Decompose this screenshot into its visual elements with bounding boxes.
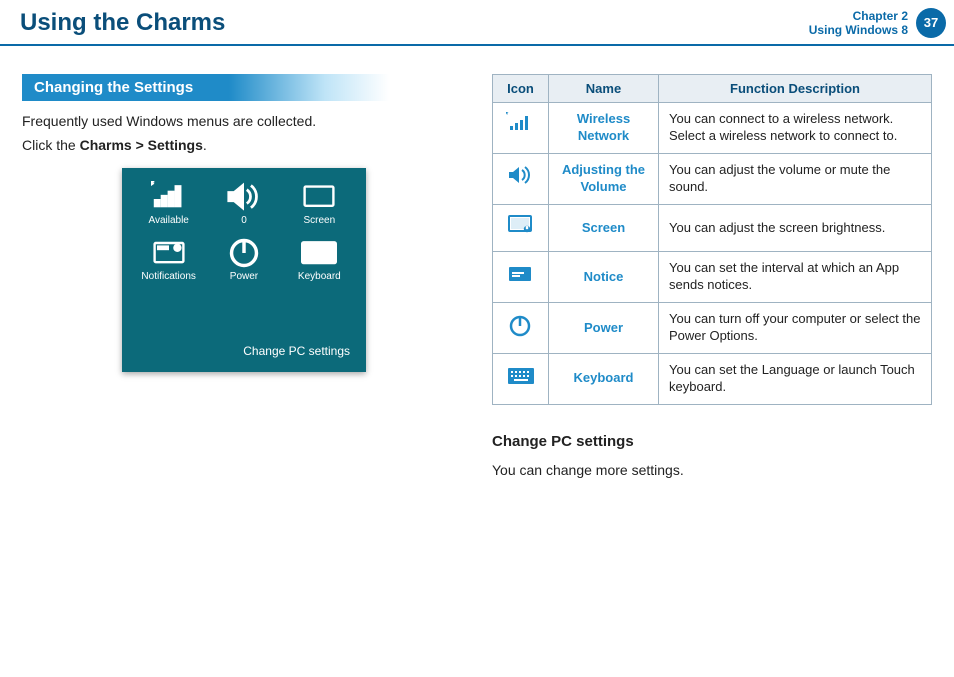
table-row: KeyboardYou can set the Language or laun… — [493, 354, 932, 405]
row-icon-cell — [493, 153, 549, 204]
panel-label: Screen — [301, 215, 337, 226]
chapter-info: Chapter 2 Using Windows 8 37 — [809, 8, 954, 38]
row-desc: You can adjust the volume or mute the so… — [659, 153, 932, 204]
panel-label: 0 — [226, 215, 262, 226]
row-desc: You can turn off your computer or select… — [659, 303, 932, 354]
row-desc: You can adjust the screen brightness. — [659, 204, 932, 252]
row-desc: You can connect to a wireless network. S… — [659, 103, 932, 154]
screen-icon — [301, 182, 337, 212]
page-title: Using the Charms — [20, 9, 225, 37]
intro-post: . — [203, 137, 207, 153]
row-icon-cell — [493, 103, 549, 154]
left-column: Changing the Settings Frequently used Wi… — [22, 74, 462, 484]
row-name: Wireless Network — [549, 103, 659, 154]
panel-item-notifications[interactable]: Notifications — [141, 238, 195, 282]
panel-item-screen[interactable]: Screen — [301, 182, 337, 226]
table-row: Adjusting the VolumeYou can adjust the v… — [493, 153, 932, 204]
panel-label: Keyboard — [298, 271, 341, 282]
intro-line-1: Frequently used Windows menus are collec… — [22, 111, 462, 131]
row-icon-cell — [493, 252, 549, 303]
wifi-icon — [506, 126, 536, 141]
intro-bold: Charms > Settings — [80, 137, 203, 153]
row-name: Keyboard — [549, 354, 659, 405]
power-icon — [506, 327, 536, 342]
volume-icon — [506, 177, 536, 192]
row-name: Notice — [549, 252, 659, 303]
page-header: Using the Charms Chapter 2 Using Windows… — [0, 0, 954, 46]
intro-pre: Click the — [22, 137, 80, 153]
col-icon: Icon — [493, 75, 549, 103]
volume-icon — [226, 182, 262, 212]
chapter-line-1: Chapter 2 — [809, 9, 908, 23]
screen-icon — [506, 227, 536, 242]
table-row: PowerYou can turn off your computer or s… — [493, 303, 932, 354]
table-row: ScreenYou can adjust the screen brightne… — [493, 204, 932, 252]
panel-label: Available — [148, 215, 188, 226]
row-icon-cell — [493, 303, 549, 354]
settings-panel: Available 0 Screen Notifications Power — [122, 168, 366, 372]
panel-item-keyboard[interactable]: Keyboard — [298, 238, 341, 282]
right-column: Icon Name Function Description Wireless … — [492, 74, 932, 484]
power-icon — [226, 238, 262, 268]
chapter-line-2: Using Windows 8 — [809, 23, 908, 37]
panel-label: Notifications — [141, 271, 195, 282]
subsection-heading: Change PC settings — [492, 433, 932, 450]
row-icon-cell — [493, 354, 549, 405]
panel-item-available[interactable]: Available — [148, 182, 188, 226]
row-name: Adjusting the Volume — [549, 153, 659, 204]
page-number-badge: 37 — [916, 8, 946, 38]
wifi-bars-icon — [151, 182, 187, 212]
panel-label: Power — [226, 271, 262, 282]
table-row: Wireless NetworkYou can connect to a wir… — [493, 103, 932, 154]
panel-item-volume[interactable]: 0 — [226, 182, 262, 226]
notice-icon — [506, 276, 536, 291]
col-desc: Function Description — [659, 75, 932, 103]
functions-table: Icon Name Function Description Wireless … — [492, 74, 932, 405]
keyboard-icon — [301, 238, 337, 268]
notifications-icon — [151, 238, 187, 268]
row-name: Power — [549, 303, 659, 354]
section-heading: Changing the Settings — [22, 74, 229, 101]
col-name: Name — [549, 75, 659, 103]
keyboard-icon — [506, 377, 536, 392]
intro-line-2: Click the Charms > Settings. — [22, 135, 462, 155]
row-name: Screen — [549, 204, 659, 252]
change-pc-settings-link[interactable]: Change PC settings — [134, 336, 354, 364]
table-row: NoticeYou can set the interval at which … — [493, 252, 932, 303]
subsection-text: You can change more settings. — [492, 460, 932, 480]
row-desc: You can set the interval at which an App… — [659, 252, 932, 303]
panel-item-power[interactable]: Power — [226, 238, 262, 282]
row-icon-cell — [493, 204, 549, 252]
row-desc: You can set the Language or launch Touch… — [659, 354, 932, 405]
